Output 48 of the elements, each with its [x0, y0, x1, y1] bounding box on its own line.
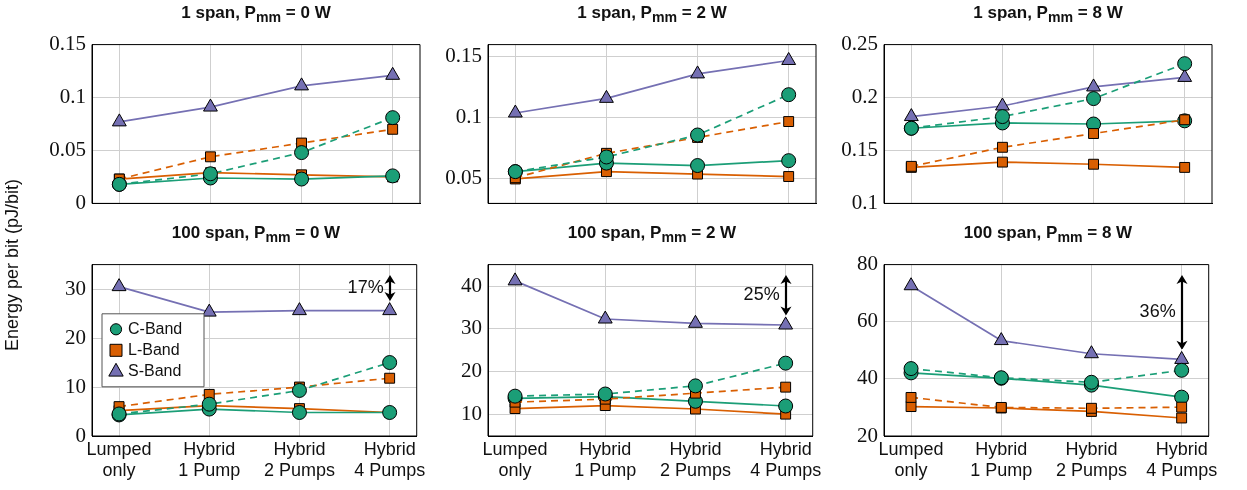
- x-tick-label: Hybrid 2 Pumps: [1055, 439, 1127, 481]
- legend-label: S-Band: [128, 361, 182, 379]
- x-tick-label: Lumped only: [482, 439, 548, 481]
- chart-title: 1 span, P$_{mm}$ = 8 W: [972, 3, 1124, 26]
- y-tick-label: 40: [461, 272, 482, 297]
- chart-title: 1 span, P$_{mm}$ = 0 W: [180, 3, 332, 26]
- y-tick-label: 20: [461, 358, 482, 383]
- y-tick-label: 0.05: [49, 136, 86, 161]
- legend-label: C-Band: [128, 319, 183, 337]
- x-tick-label: Lumped only: [86, 439, 152, 481]
- x-tick-label: Hybrid 2 Pumps: [263, 439, 335, 481]
- y-tick-label: 20: [857, 422, 878, 447]
- annotation: 36%: [1139, 300, 1176, 321]
- x-tick-label: Lumped only: [878, 439, 944, 481]
- y-tick-label: 0.2: [851, 84, 878, 109]
- chart-title: 1 span, P$_{mm}$ = 2 W: [576, 3, 728, 26]
- x-tick-label: Hybrid 1 Pump: [970, 439, 1033, 481]
- y-tick-label: 20: [65, 324, 86, 349]
- y-tick-label: 0.25: [841, 31, 878, 56]
- x-tick-label: Hybrid 4 Pumps: [354, 439, 426, 481]
- y-tick-label: 0.1: [59, 84, 86, 109]
- y-tick-label: 0.15: [445, 43, 482, 68]
- x-tick-label: Hybrid 1 Pump: [574, 439, 637, 481]
- annotation: 17%: [347, 276, 384, 297]
- y-tick-label: 0: [75, 422, 86, 447]
- y-tick-label: 10: [65, 373, 86, 398]
- y-tick-label: 0.1: [455, 104, 482, 129]
- y-tick-label: 60: [857, 308, 878, 333]
- x-tick-label: Hybrid 4 Pumps: [1146, 439, 1218, 481]
- annotation: 25%: [743, 283, 780, 304]
- y-tick-label: 0: [75, 189, 86, 214]
- y-tick-label: 0.05: [445, 165, 482, 190]
- y-tick-label: 10: [461, 401, 482, 426]
- chart-title: 100 span, P$_{mm}$ = 8 W: [962, 223, 1134, 246]
- y-axis-title: Energy per bit (pJ/bit): [2, 177, 23, 354]
- y-tick-label: 30: [461, 315, 482, 340]
- y-tick-label: 0.15: [841, 136, 878, 161]
- chart-title: 100 span, P$_{mm}$ = 2 W: [566, 223, 738, 246]
- x-tick-label: Hybrid 1 Pump: [178, 439, 241, 481]
- y-tick-label: 0.1: [851, 189, 878, 214]
- chart-title: 100 span, P$_{mm}$ = 0 W: [170, 223, 342, 246]
- x-tick-label: Hybrid 2 Pumps: [659, 439, 731, 481]
- y-tick-label: 0.15: [49, 31, 86, 56]
- y-tick-label: 40: [857, 365, 878, 390]
- y-tick-label: 30: [65, 275, 86, 300]
- legend-label: L-Band: [128, 340, 180, 358]
- y-tick-label: 80: [857, 251, 878, 276]
- x-tick-label: Hybrid 4 Pumps: [750, 439, 822, 481]
